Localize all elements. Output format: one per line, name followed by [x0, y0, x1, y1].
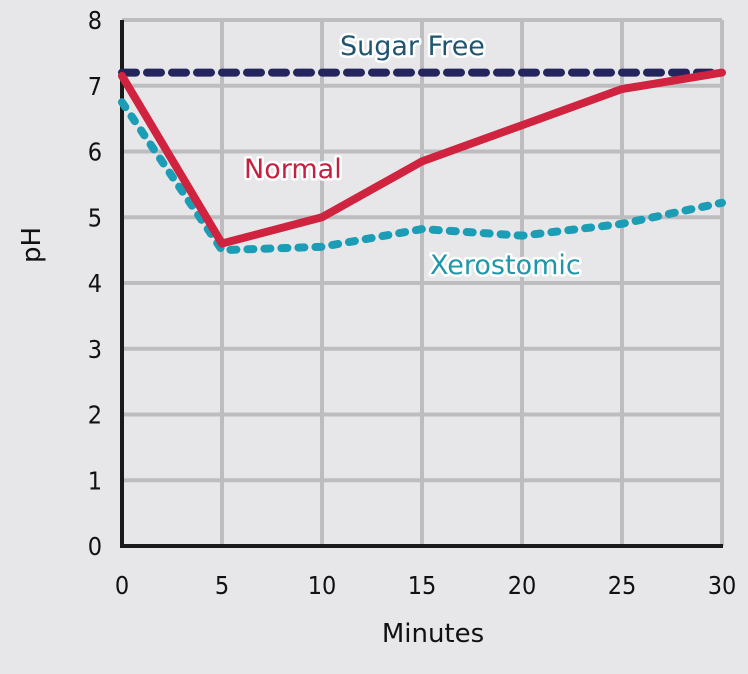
y-tick-label: 3 — [88, 335, 102, 364]
y-axis-title: pH — [17, 227, 47, 263]
x-tick-label: 10 — [308, 571, 337, 600]
y-tick-labels: 0 1 2 3 4 5 6 7 8 — [88, 6, 102, 561]
x-tick-label: 20 — [508, 571, 537, 600]
x-tick-label: 30 — [708, 571, 737, 600]
series-label-sugar-free: Sugar Free — [340, 31, 485, 62]
x-tick-label: 5 — [215, 571, 229, 600]
y-tick-label: 5 — [88, 203, 102, 232]
x-tick-label: 15 — [408, 571, 437, 600]
x-axis-title: Minutes — [382, 619, 484, 649]
series-lines — [118, 68, 726, 255]
y-tick-label: 1 — [88, 466, 102, 495]
y-tick-label: 7 — [88, 72, 102, 101]
series-label-xerostomic: Xerostomic — [430, 250, 581, 281]
series-label-normal: Normal — [244, 154, 342, 185]
y-tick-label: 6 — [88, 138, 102, 167]
x-tick-labels: 0 5 10 15 20 25 30 — [115, 571, 736, 600]
y-tick-label: 0 — [88, 532, 102, 561]
y-tick-label: 2 — [88, 401, 102, 430]
y-tick-label: 8 — [88, 6, 102, 35]
x-tick-label: 25 — [608, 571, 637, 600]
x-tick-label: 0 — [115, 571, 129, 600]
y-tick-label: 4 — [88, 269, 102, 298]
